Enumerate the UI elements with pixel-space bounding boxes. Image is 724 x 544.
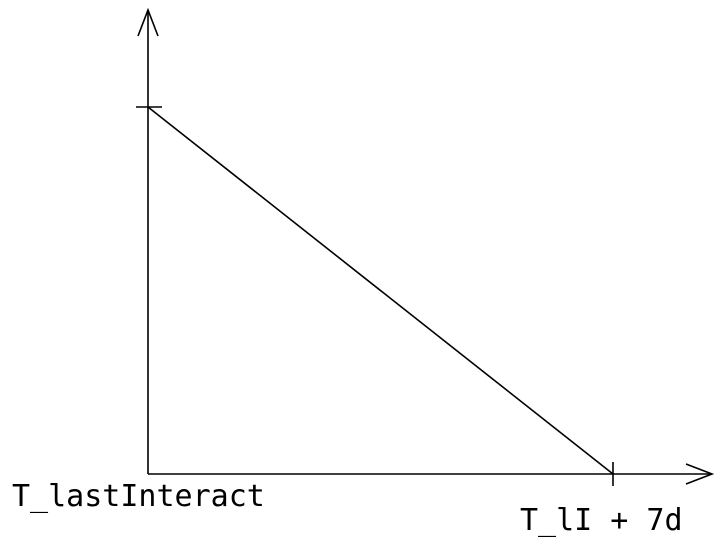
- x-axis-arrow-icon: [685, 463, 715, 485]
- series-0-point-1: [612, 473, 614, 475]
- y-axis: [136, 7, 162, 474]
- y-axis-arrow-icon: [137, 7, 159, 37]
- series-layer: [147, 106, 614, 475]
- x-tick-labels: T_lastInteract T_lI + 7d: [12, 479, 683, 538]
- series-0-point-0: [147, 106, 149, 108]
- x-tick-label-end: T_lI + 7d: [520, 503, 683, 538]
- x-tick-label-start: T_lastInteract: [12, 479, 265, 514]
- series-0-line-segment: [147, 106, 614, 475]
